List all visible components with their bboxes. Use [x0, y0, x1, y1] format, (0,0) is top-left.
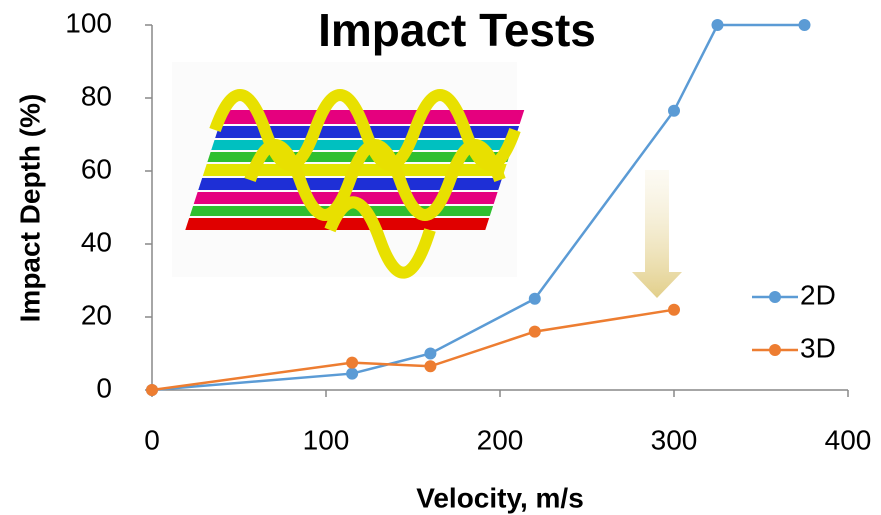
point	[424, 360, 436, 372]
legend-label: 3D	[800, 332, 836, 363]
y-tick-label: 40	[81, 226, 112, 257]
point	[799, 19, 811, 31]
fabric-illustration	[172, 62, 524, 277]
page: {"chart_data": {"type": "line", "title":…	[0, 0, 881, 515]
point	[668, 105, 680, 117]
point	[146, 384, 158, 396]
point	[529, 293, 541, 305]
arrow	[632, 170, 682, 298]
y-tick-label: 100	[65, 7, 112, 38]
point	[346, 368, 358, 380]
x-tick-label: 300	[651, 424, 698, 455]
point	[712, 19, 724, 31]
y-axis-label: Impact Depth (%)	[14, 94, 45, 323]
legend-marker	[769, 344, 781, 356]
y-tick-label: 60	[81, 153, 112, 184]
legend-marker	[769, 291, 781, 303]
y-tick-label: 0	[96, 372, 112, 403]
x-tick-label: 200	[477, 424, 524, 455]
series-line	[152, 310, 674, 390]
chart-title: Impact Tests	[318, 4, 596, 56]
point	[346, 357, 358, 369]
chart: Impact Tests Velocity, m/s Impact Depth …	[0, 0, 881, 515]
legend-label: 2D	[800, 279, 836, 310]
y-tick-label: 80	[81, 80, 112, 111]
x-tick-label: 400	[825, 424, 872, 455]
point	[424, 348, 436, 360]
point	[668, 304, 680, 316]
point	[529, 326, 541, 338]
x-tick-label: 0	[144, 424, 160, 455]
y-tick-label: 20	[81, 299, 112, 330]
x-axis-label: Velocity, m/s	[416, 482, 584, 513]
x-tick-label: 100	[303, 424, 350, 455]
